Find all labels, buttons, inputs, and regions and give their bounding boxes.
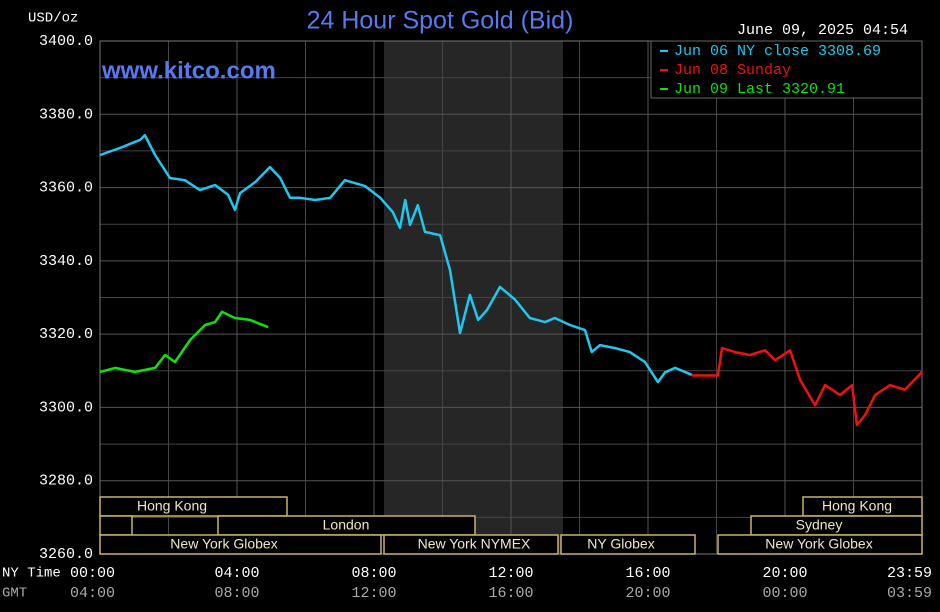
y-axis-label: USD/oz — [28, 11, 78, 27]
session-box — [717, 534, 923, 555]
session-label: London — [323, 517, 370, 533]
series-line — [99, 133, 693, 384]
session-label: Hong Kong — [822, 498, 892, 514]
session-box — [560, 534, 696, 555]
x2-tick-label: 12:00 — [351, 585, 396, 602]
x-axis-label: NY Time — [2, 566, 61, 582]
series-line — [691, 346, 923, 427]
x2-tick-label: 16:00 — [488, 585, 533, 602]
chart-title: 24 Hour Spot Gold (Bid) — [307, 7, 574, 35]
y-tick-label: 3400.0 — [39, 33, 93, 50]
x2-axis-label: GMT — [2, 586, 27, 602]
session-label: NY Globex — [587, 536, 654, 552]
y-tick-label: 3360.0 — [39, 180, 93, 197]
y-tick-label: 3340.0 — [39, 253, 93, 270]
x-tick-label: 12:00 — [488, 565, 533, 582]
x2-tick-label: 08:00 — [214, 585, 259, 602]
x2-tick-label: 04:00 — [70, 585, 115, 602]
session-box — [99, 534, 382, 555]
y-tick-label: 3380.0 — [39, 106, 93, 123]
date: June 09, 2025 04:54 — [737, 22, 908, 39]
series-line — [99, 310, 269, 374]
x-tick-label: 00:00 — [70, 565, 115, 582]
session-label: New York Globex — [765, 536, 872, 552]
session-label: Sydney — [796, 517, 843, 533]
session-box — [99, 515, 133, 536]
legend-label: Jun 09 Last 3320.91 — [674, 81, 845, 98]
x-tick-label: 16:00 — [625, 565, 670, 582]
grid — [99, 40, 923, 555]
legend-label: Jun 06 NY close 3308.69 — [674, 43, 881, 60]
session-label: New York Globex — [170, 536, 277, 552]
session-box — [383, 534, 559, 555]
market-sessions: Hong Kong London New York Globex New Yor… — [99, 496, 923, 555]
site-url: www.kitco.com — [101, 57, 276, 84]
y-tick-label: 3300.0 — [39, 399, 93, 416]
legend-box — [650, 40, 923, 99]
x2-tick-label: 03:59 — [887, 585, 932, 602]
y-tick-label: 3320.0 — [39, 326, 93, 343]
x2-tick-label: 20:00 — [625, 585, 670, 602]
session-label: New York NYMEX — [418, 536, 531, 552]
x-tick-label: 08:00 — [351, 565, 396, 582]
y-tick-label: 3260.0 — [39, 546, 93, 563]
x-tick-label: 04:00 — [214, 565, 259, 582]
legend-label: Jun 08 Sunday — [674, 62, 791, 79]
x-tick-label: 23:59 — [887, 565, 932, 582]
x2-tick-label: 00:00 — [762, 585, 807, 602]
x-tick-label: 20:00 — [762, 565, 807, 582]
session-label: Hong Kong — [137, 498, 207, 514]
y-tick-label: 3280.0 — [39, 473, 93, 490]
session-box — [99, 496, 288, 517]
